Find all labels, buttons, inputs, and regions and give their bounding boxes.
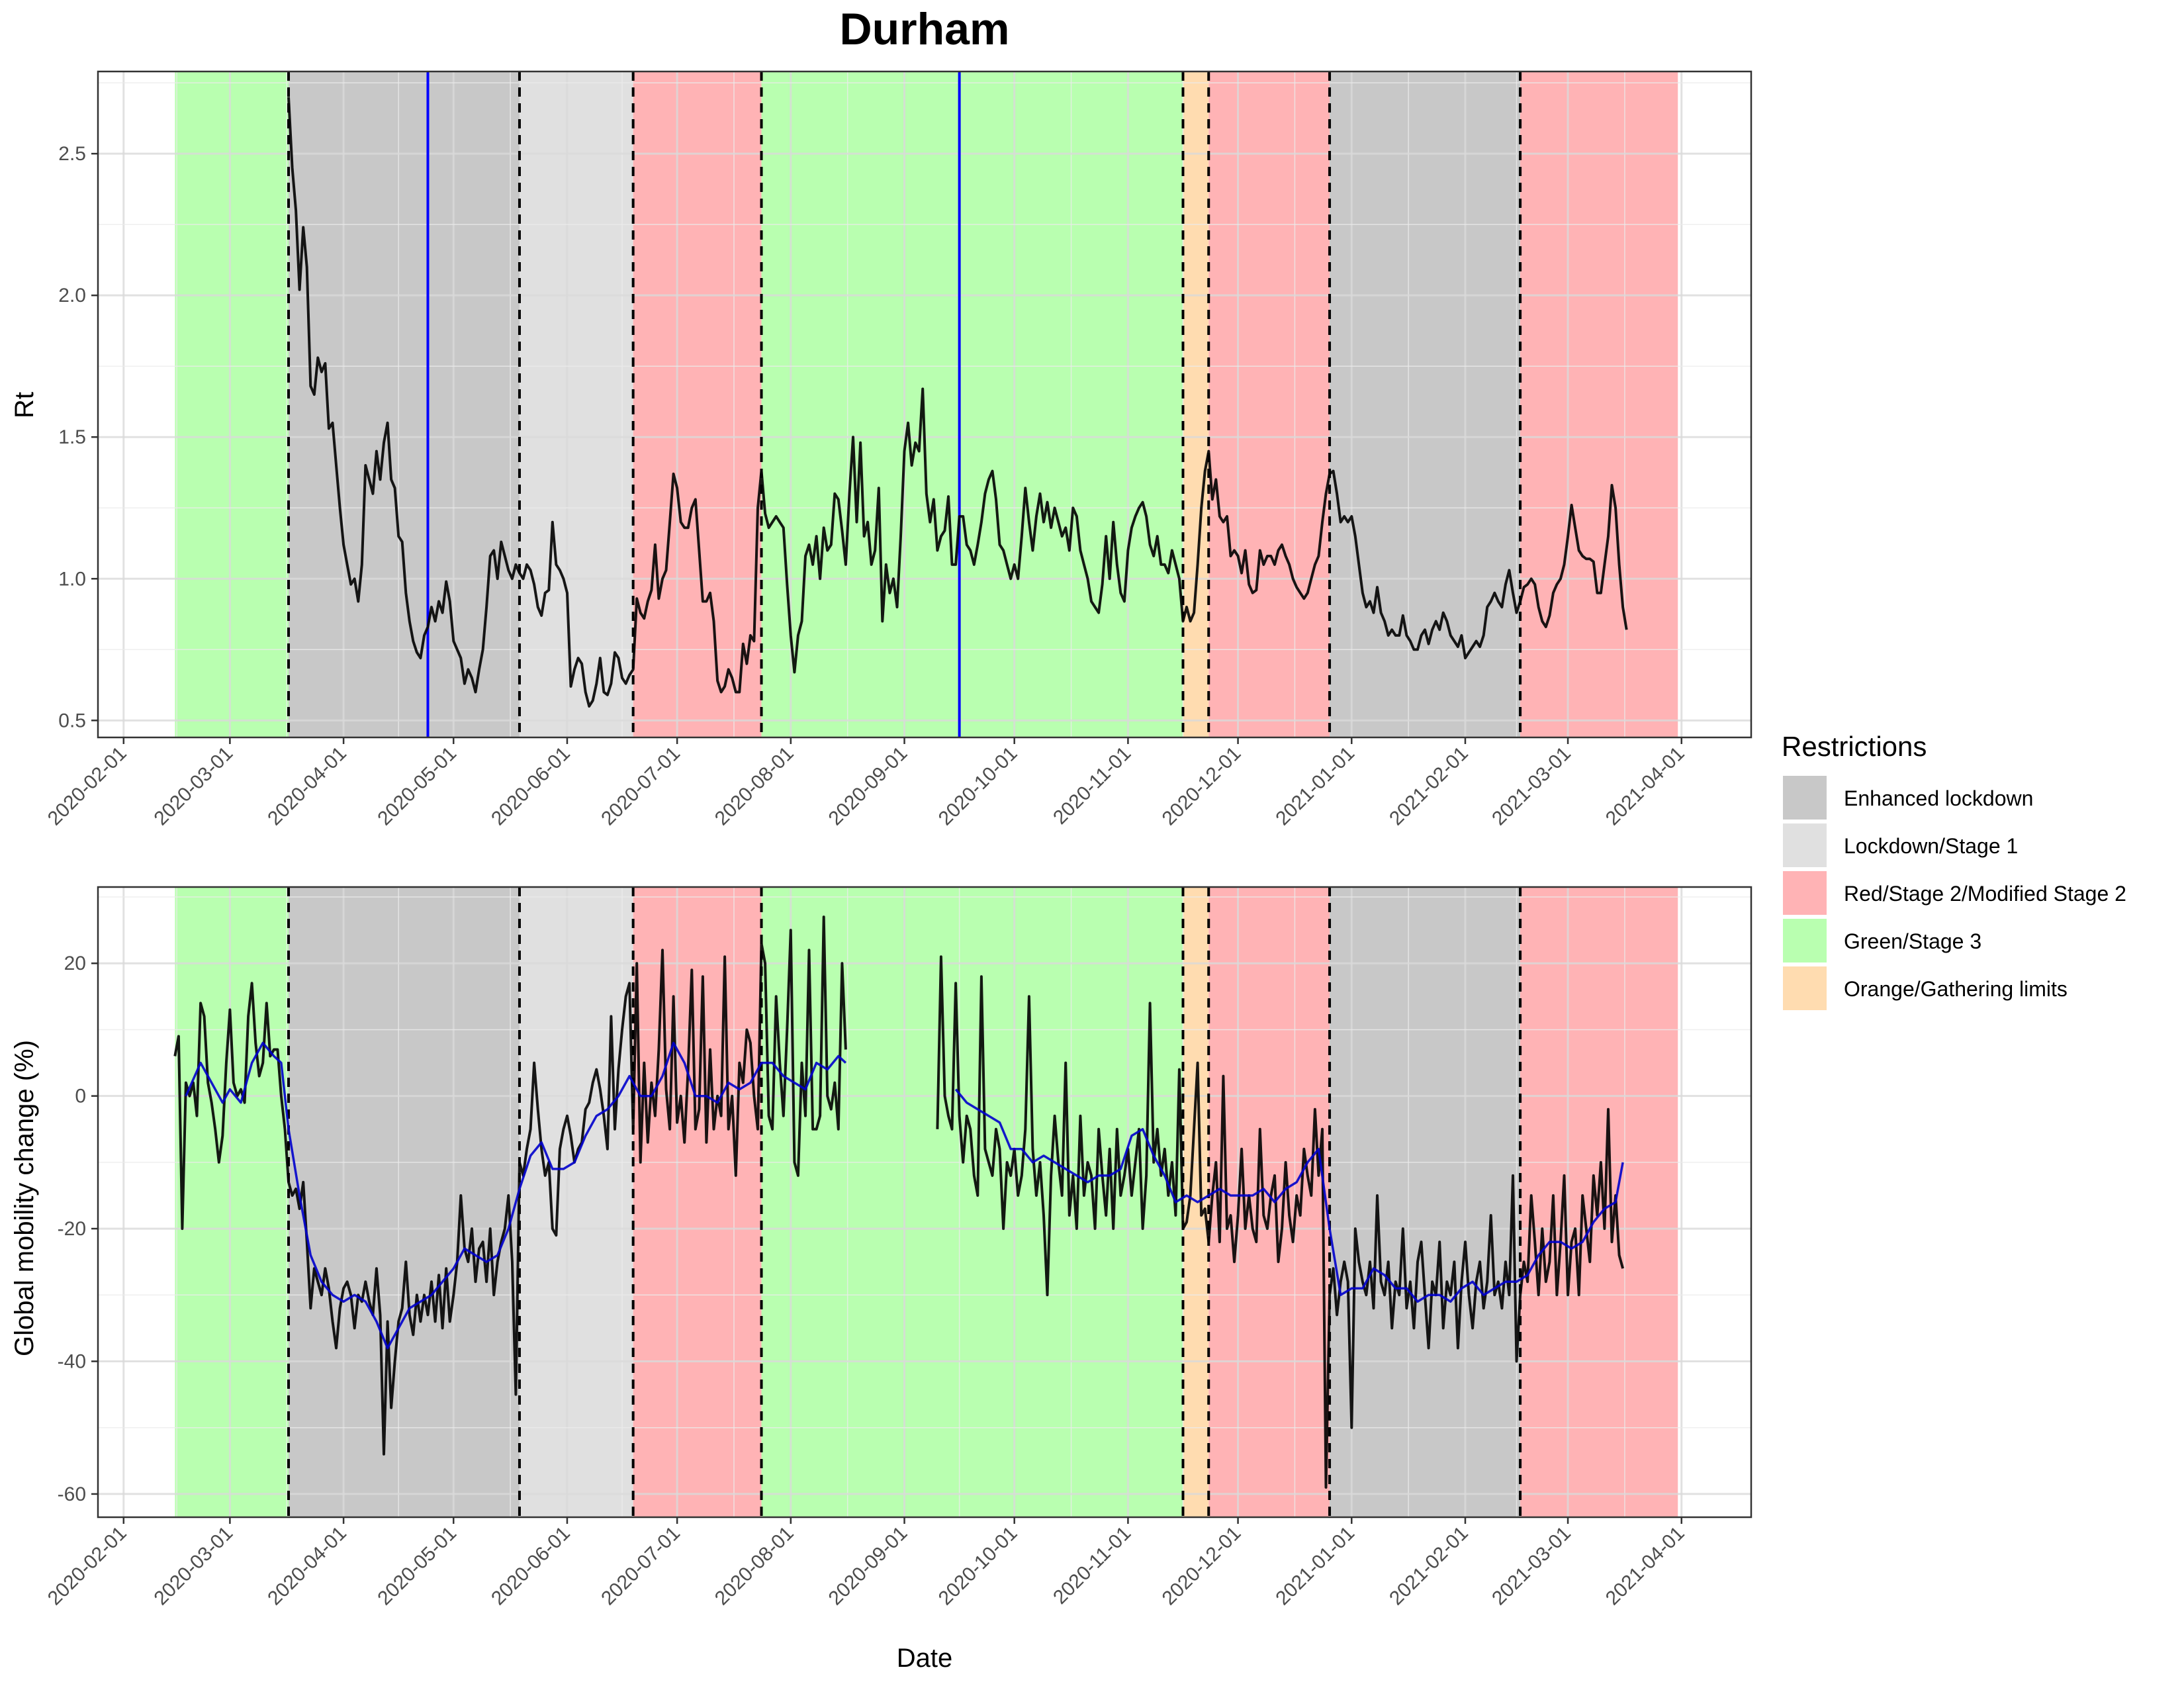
y-tick-label: -40 <box>58 1351 86 1373</box>
x-tick-label: 2020-02-01 <box>44 1523 131 1610</box>
x-tick-label: 2021-04-01 <box>1602 1523 1689 1610</box>
x-tick-label: 2021-04-01 <box>1602 743 1689 830</box>
x-tick-label: 2021-01-01 <box>1271 743 1359 830</box>
x-tick-label: 2020-02-01 <box>44 743 131 830</box>
legend-title: Restrictions <box>1782 731 1927 762</box>
mobility-restriction-change-lines <box>287 887 1522 1517</box>
restriction-band <box>175 887 289 1517</box>
restriction-band <box>1330 887 1521 1517</box>
x-tick-label: 2021-03-01 <box>1488 1523 1575 1610</box>
panel-border <box>97 886 1752 1519</box>
restriction-band <box>1208 71 1330 737</box>
series-line <box>173 915 1625 1489</box>
mobility-series <box>173 915 1625 1489</box>
x-tick-label: 2020-07-01 <box>597 743 684 830</box>
x-tick-label: 2020-04-01 <box>263 743 351 830</box>
x-tick-label: 2020-11-01 <box>1049 1523 1135 1609</box>
y-tick-label: -20 <box>58 1218 86 1240</box>
rt-restriction-bands <box>98 71 1751 737</box>
series-line <box>287 97 1628 708</box>
x-tick-label: 2020-03-01 <box>150 743 237 830</box>
panel-border <box>97 70 1752 739</box>
mobility-restriction-bands <box>98 887 1751 1517</box>
y-tick-label: 0.5 <box>58 710 86 731</box>
mobility-panel: -60 -40 -20 0 20 2020-02-01 2020-03-01 2020-04… <box>10 886 1752 1673</box>
x-tick-label: 2021-01-01 <box>1271 1523 1359 1610</box>
legend-swatch <box>1783 823 1827 867</box>
x-tick-label: 2020-06-01 <box>487 743 574 830</box>
y-tick-label: 20 <box>64 953 86 974</box>
mobility-panel-border <box>97 886 1752 1519</box>
y-tick-label: 2.5 <box>58 143 86 165</box>
restriction-band <box>519 71 633 737</box>
y-tick-label: -60 <box>58 1483 86 1505</box>
chart-title: Durham <box>840 4 1010 54</box>
legend-swatch <box>1783 919 1827 962</box>
x-tick-label: 2020-08-01 <box>711 743 798 830</box>
restriction-band <box>761 71 1183 737</box>
legend-items: Enhanced lockdown Lockdown/Stage 1 Red/Sta… <box>1783 776 2126 1010</box>
x-tick-label: 2020-04-01 <box>263 1523 351 1610</box>
x-tick-label: 2020-09-01 <box>825 743 912 830</box>
legend-swatch <box>1783 966 1827 1010</box>
mobility-y-axis: -60 -40 -20 0 20 <box>58 953 98 1505</box>
x-tick-label: 2020-09-01 <box>825 1523 912 1610</box>
y-tick-label: 1.5 <box>58 426 86 448</box>
y-tick-label: 1.0 <box>58 568 86 590</box>
x-tick-label: 2020-05-01 <box>373 1523 461 1610</box>
legend-item-label: Enhanced lockdown <box>1844 786 2033 810</box>
x-tick-label: 2021-02-01 <box>1385 743 1473 830</box>
restriction-band <box>289 887 520 1517</box>
restriction-band <box>633 71 762 737</box>
legend-item-label: Green/Stage 3 <box>1844 929 1981 953</box>
restriction-band <box>1520 71 1678 737</box>
legend-item-label: Orange/Gathering limits <box>1844 977 2068 1001</box>
x-tick-label: 2020-10-01 <box>934 743 1022 830</box>
mobility-gridlines <box>98 887 1751 1517</box>
x-tick-label: 2020-05-01 <box>373 743 461 830</box>
restriction-band <box>519 887 633 1517</box>
x-tick-label: 2020-11-01 <box>1049 743 1135 829</box>
legend: Restrictions Enhanced lockdown Lockdown/S… <box>1782 731 2126 1010</box>
smoothed-trend-line <box>185 1041 1624 1350</box>
restriction-band <box>175 71 289 737</box>
x-tick-label: 2020-10-01 <box>934 1523 1022 1610</box>
legend-item-label: Lockdown/Stage 1 <box>1844 834 2018 858</box>
rt-y-axis: 0.5 1.0 1.5 2.0 2.5 <box>58 143 98 731</box>
x-axis-title: Date <box>897 1644 953 1673</box>
y-tick-label: 2.0 <box>58 285 86 306</box>
restriction-band <box>1330 71 1521 737</box>
legend-swatch <box>1783 776 1827 820</box>
rt-panel: 0.51.01.52.02.5 2020-02-01 2020-03-01 2020… <box>10 70 1752 829</box>
x-tick-label: 2020-08-01 <box>711 1523 798 1610</box>
x-tick-label: 2020-12-01 <box>1158 1523 1246 1610</box>
x-tick-label: 2020-06-01 <box>487 1523 574 1610</box>
mobility-y-axis-title: Global mobility change (%) <box>10 1040 39 1356</box>
x-tick-label: 2021-02-01 <box>1385 1523 1473 1610</box>
restriction-band <box>1183 71 1209 737</box>
restriction-band <box>633 887 762 1517</box>
rt-panel-border <box>97 70 1752 739</box>
x-tick-label: 2020-12-01 <box>1158 743 1246 830</box>
rt-series <box>287 97 1628 708</box>
rt-x-axis: 2020-02-01 2020-03-01 2020-04-01 2020-05-01… <box>44 737 1689 829</box>
y-tick-label: 0 <box>75 1086 86 1107</box>
x-tick-label: 2020-07-01 <box>597 1523 684 1610</box>
x-tick-label: 2020-03-01 <box>150 1523 237 1610</box>
mobility-x-axis: 2020-02-01 2020-03-01 2020-04-01 2020-05-01… <box>44 1517 1689 1609</box>
rt-y-axis-title: Rt <box>10 392 39 418</box>
legend-swatch <box>1783 871 1827 915</box>
legend-item-label: Red/Stage 2/Modified Stage 2 <box>1844 882 2126 906</box>
x-tick-label: 2021-03-01 <box>1488 743 1575 830</box>
